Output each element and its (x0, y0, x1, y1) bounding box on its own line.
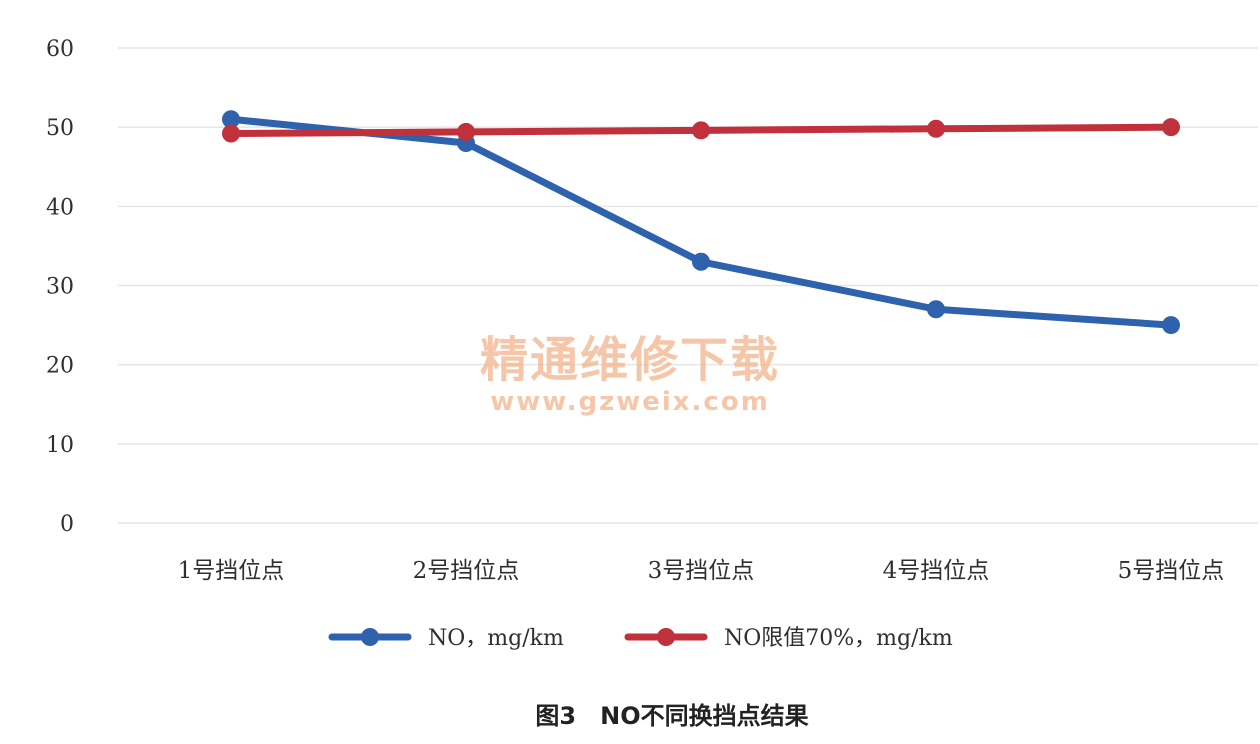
data-point (692, 121, 710, 140)
y-tick-label: 0 (60, 512, 74, 537)
y-axis-ticks: 0 10 20 30 40 50 60 (46, 37, 74, 537)
legend-item-no: NO，mg/km (328, 626, 564, 651)
x-tick-label: 3号挡位点 (648, 558, 755, 584)
legend: NO，mg/km NO限值70%，mg/km (328, 626, 953, 651)
data-point (222, 110, 240, 129)
gridlines (118, 47, 1258, 524)
y-tick-label: 60 (46, 37, 74, 62)
y-tick-label: 20 (46, 354, 74, 379)
figure-caption: 图3 NO不同换挡点结果 (535, 702, 808, 730)
data-point (457, 122, 475, 141)
legend-swatch-marker-no (361, 628, 379, 646)
series-no-limit (222, 118, 1180, 143)
data-point (927, 300, 945, 319)
legend-label-no-limit: NO限值70%，mg/km (724, 626, 953, 651)
data-point (692, 252, 710, 271)
data-point (927, 119, 945, 138)
y-tick-label: 10 (46, 433, 74, 458)
legend-item-no-limit: NO限值70%，mg/km (624, 626, 953, 651)
watermark: 精通维修下载 www.gzweix.com (480, 332, 780, 417)
series-no (222, 110, 1180, 335)
y-tick-label: 40 (46, 195, 74, 220)
series-lines (222, 110, 1180, 335)
series-line (227, 115, 1175, 329)
x-tick-label: 1号挡位点 (178, 558, 285, 584)
y-tick-label: 50 (46, 116, 74, 141)
data-point (1162, 316, 1180, 335)
y-tick-label: 30 (46, 275, 74, 300)
x-axis-ticks: 1号挡位点 2号挡位点 3号挡位点 4号挡位点 5号挡位点 (178, 558, 1225, 584)
x-tick-label: 5号挡位点 (1118, 558, 1225, 584)
x-tick-label: 4号挡位点 (883, 558, 990, 584)
data-point (222, 124, 240, 143)
watermark-title: 精通维修下载 (480, 332, 780, 388)
data-point (1162, 118, 1180, 137)
legend-swatch-marker-limit (657, 628, 675, 646)
legend-label-no: NO，mg/km (428, 626, 564, 651)
watermark-url: www.gzweix.com (490, 387, 770, 417)
x-tick-label: 2号挡位点 (413, 558, 520, 584)
